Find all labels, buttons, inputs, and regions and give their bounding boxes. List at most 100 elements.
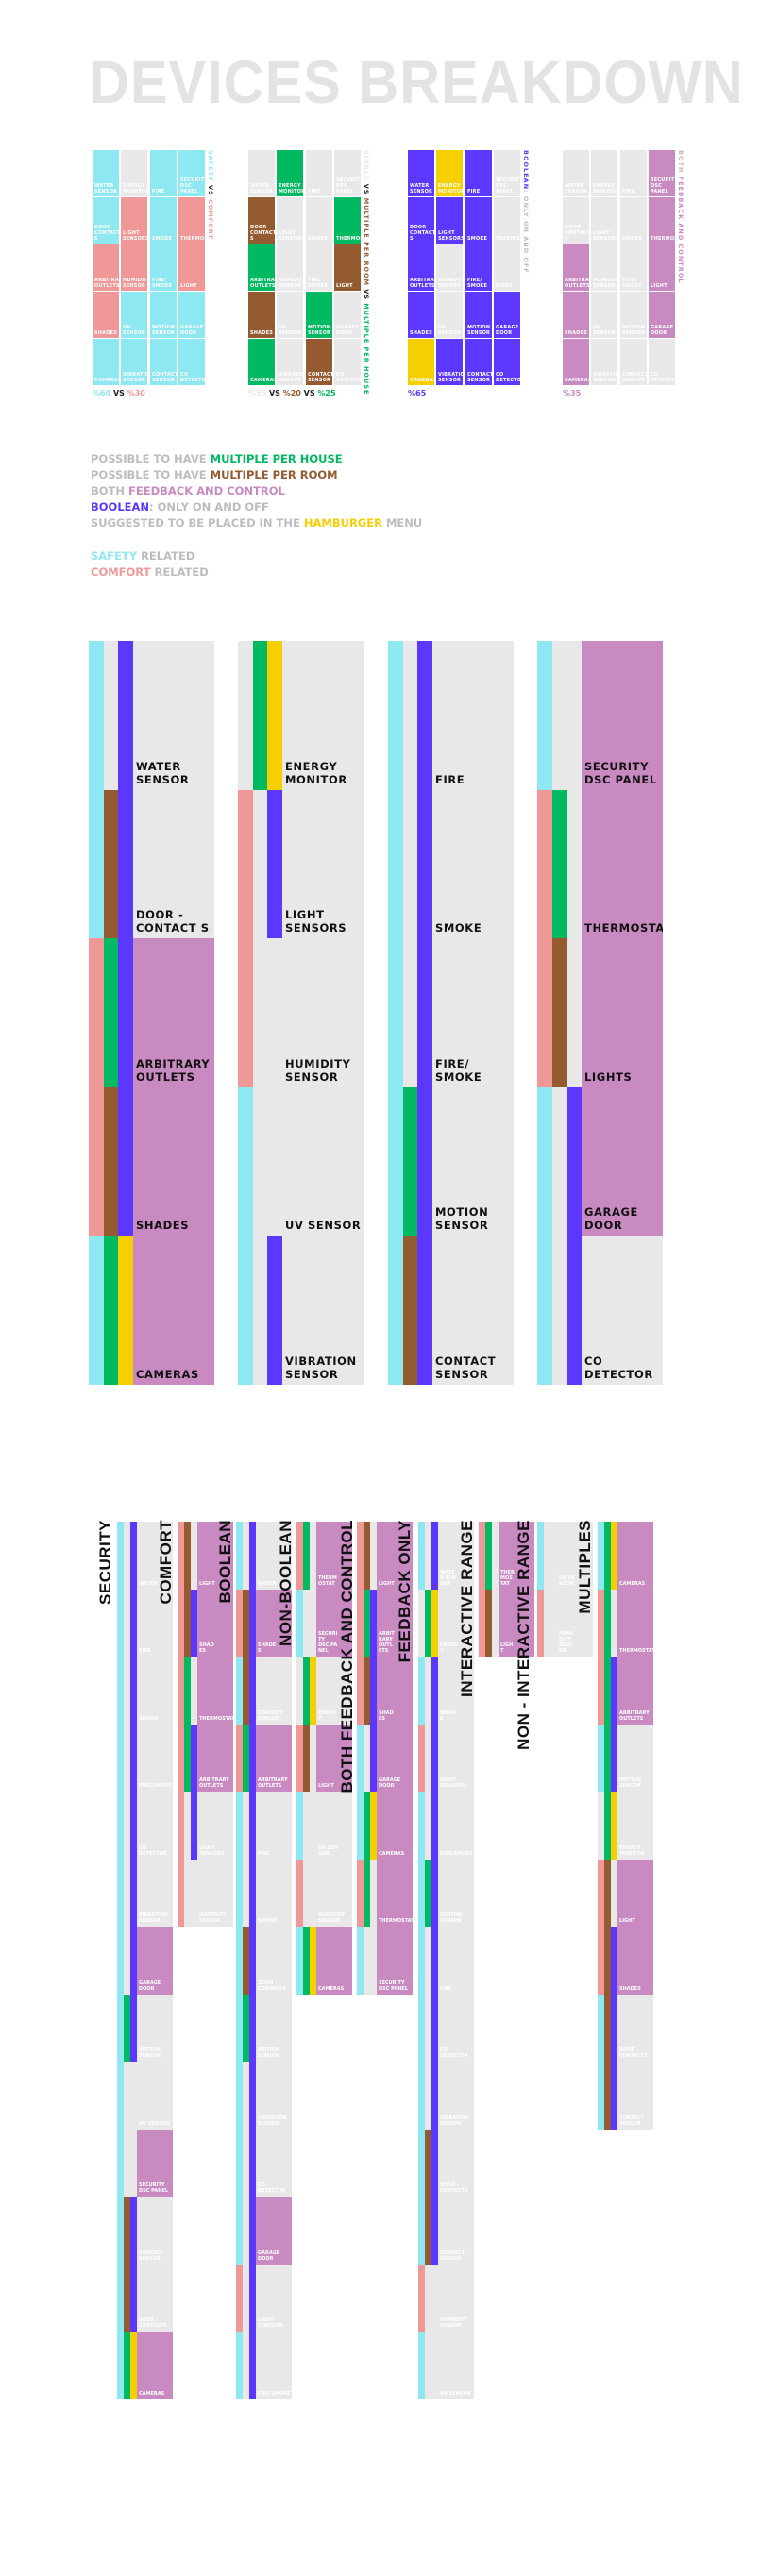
- multiple-strip: [103, 938, 118, 1087]
- device-label: WATER SENSOR: [440, 1569, 456, 1587]
- type-strip: [118, 641, 133, 790]
- cell-label: DOOR - CONTACT S: [94, 225, 119, 242]
- device-label: DOOR - CONTACTS: [440, 2182, 468, 2194]
- grid-cell: UV SENSOR: [121, 292, 147, 338]
- type-strip: [191, 1724, 197, 1792]
- multiple-strip: [303, 1657, 310, 1725]
- type-strip: [431, 1994, 438, 2062]
- cell-label: MOTION SENSOR: [152, 325, 176, 336]
- text-segment: SAFETY: [91, 549, 138, 563]
- multiple-strip: [604, 1994, 611, 2062]
- type-strip: [611, 2062, 617, 2130]
- grid-cell: CO DETECTOR: [178, 339, 205, 385]
- category-cell-security: SECURITY DSC PANEL: [296, 1589, 352, 1657]
- cell-label: UV SENSOR: [438, 325, 462, 336]
- safety-strip: [236, 2264, 243, 2332]
- cell-label: GARAGE DOOR: [180, 325, 204, 336]
- cell-label: DOOR - CONTACT S: [565, 225, 589, 242]
- device-label: LIGHT SENSORS: [199, 1844, 225, 1857]
- safety-strip: [238, 1236, 253, 1385]
- multiple-strip: [252, 641, 267, 790]
- cell-label: CONTACT SENSOR: [467, 372, 492, 383]
- type-strip: [118, 1236, 133, 1385]
- type-strip: [130, 1792, 137, 1860]
- multiple-strip: [124, 2332, 130, 2399]
- device-cell-lightsensors: LIGHT SENSORS: [238, 789, 364, 939]
- device-cell-firesmoke: FIRE/ SMOKE: [388, 938, 514, 1087]
- category-cell-door: DOOR - CONTACTS: [117, 2264, 173, 2332]
- feedback-area: [438, 1994, 474, 2062]
- cell-label: ARBITRARY OUTLETS: [410, 278, 434, 289]
- safety-strip: [418, 2062, 425, 2130]
- device-label: SHADES: [199, 1642, 214, 1654]
- grid-cell: LIGHT: [334, 244, 361, 291]
- feedback-area: [132, 789, 214, 939]
- type-strip: [130, 2197, 137, 2265]
- device-cell-thermostat: THERMOSTAT: [537, 789, 663, 939]
- safety-strip: [598, 1657, 604, 1725]
- cell-label: WATER SENSOR: [250, 183, 274, 194]
- device-label: ENERGY MONITOR: [619, 1844, 645, 1857]
- feedback-area: [137, 1792, 173, 1860]
- multiple-strip: [364, 1657, 370, 1725]
- device-cell-energy: ENERGY MONITOR: [238, 641, 364, 790]
- category-cell-door: DOOR - CONTACTS: [418, 2129, 474, 2197]
- cell-label: LIGHT: [496, 283, 513, 289]
- safety-strip: [537, 1086, 552, 1237]
- device-cell-garage: GARAGE DOOR: [537, 1086, 663, 1237]
- device-label: FIRE: [139, 1648, 151, 1654]
- type-strip: [611, 1927, 617, 1995]
- feedback-area: [256, 2264, 292, 2332]
- device-label: THERMOSTAT: [379, 1918, 413, 1924]
- type-strip: [431, 1657, 438, 1725]
- cell-label: ARBITRARY OUTLETS: [565, 278, 589, 289]
- multiple-strip: [425, 2129, 431, 2197]
- type-strip: [267, 1236, 282, 1385]
- type-strip: [130, 1859, 137, 1927]
- device-label: SMOKE: [258, 1918, 278, 1924]
- grid-cell: WATER SENSOR: [93, 150, 119, 196]
- safety-strip: [236, 1927, 243, 1995]
- category-cell-motion: MOTION SENSOR: [117, 1994, 173, 2062]
- category-cell-humidity: HUMIDITY SENSOR: [178, 1859, 233, 1927]
- type-strip: [417, 641, 432, 790]
- heading-security: SECURITY: [96, 1520, 114, 1605]
- safety-strip: [598, 2062, 604, 2130]
- safety-strip: [236, 2332, 243, 2399]
- device-label: LIGHT SENSORS: [285, 908, 347, 935]
- category-cell-light: LIGHT: [598, 1859, 653, 1927]
- grid-cell: CAMERAS: [563, 339, 589, 385]
- category-cell-water: WATER SENSOR: [418, 1522, 474, 1590]
- type-strip: [417, 1086, 432, 1237]
- device-cell-door: DOOR - CONTACT S: [89, 789, 214, 939]
- device-cell-outlets: ARBITRARY OUTLETS: [89, 938, 214, 1087]
- safety-strip: [117, 1994, 124, 2062]
- safety-strip: [238, 1086, 253, 1237]
- type-strip: [249, 1657, 256, 1725]
- cell-label: SMOKE: [622, 236, 643, 242]
- category-cell-cameras: CAMERAS: [296, 1927, 352, 1995]
- feedback-area: [281, 641, 364, 790]
- device-label: HUMIDITY SENSOR: [285, 1056, 351, 1084]
- device-label: SHADES: [619, 1985, 641, 1992]
- category-cell-outlets: ARBITRARY OUTLETS: [598, 1657, 653, 1725]
- device-label: SHADES: [258, 1642, 277, 1654]
- grid-cell: CO DETECTOR: [649, 339, 675, 385]
- feedback-area: [377, 1927, 413, 1995]
- grid-cell: VIBRATION SENSOR: [436, 339, 463, 385]
- grid-cell: LIGHT: [649, 244, 675, 291]
- grid-cell: SHADES: [408, 292, 434, 338]
- cell-label: LIGHT: [651, 283, 668, 289]
- heading-comfort: COMFORT: [157, 1520, 175, 1605]
- safety-strip: [89, 1236, 104, 1385]
- category-cell-cameras: CAMERAS: [598, 1522, 653, 1590]
- device-label: SMOKE: [139, 1715, 159, 1722]
- legend-item: COMFORT RELATED: [91, 565, 209, 579]
- category-cell-light: LIGHT: [357, 1522, 413, 1590]
- category-cell-shades: SHADES: [598, 1927, 653, 1995]
- multiple-strip: [364, 1792, 370, 1860]
- feedback-area: [256, 1792, 292, 1860]
- multiple-strip: [364, 1859, 370, 1927]
- multiple-strip: [184, 1589, 191, 1657]
- type-strip: [130, 1589, 137, 1657]
